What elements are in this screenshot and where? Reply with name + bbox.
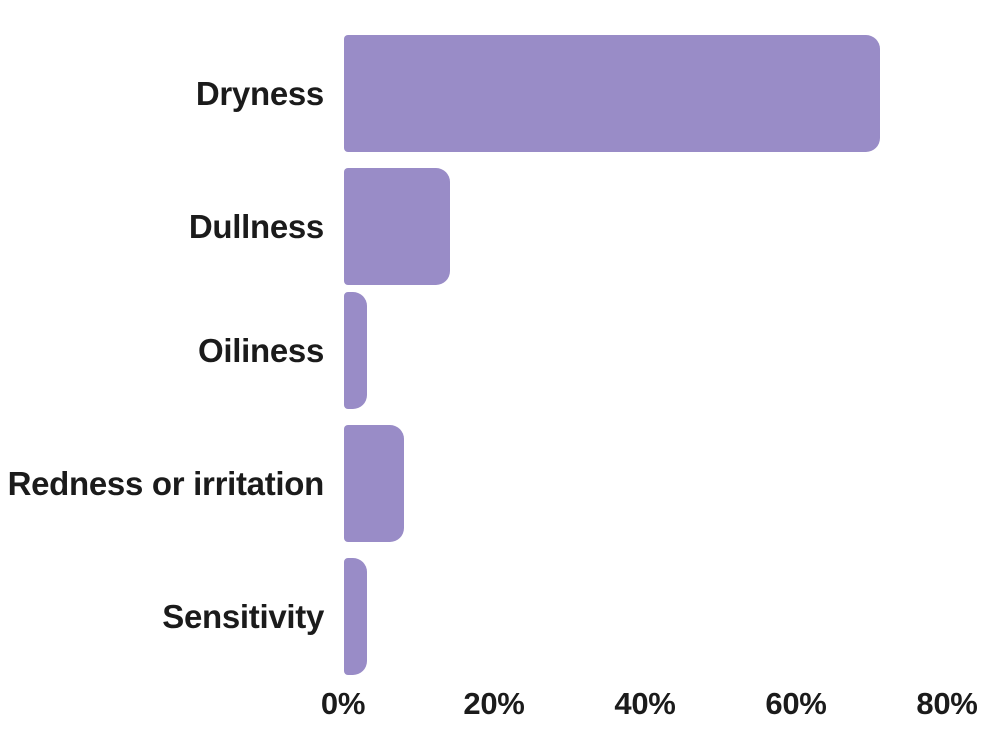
x-tick-label-80: 80% <box>916 686 978 721</box>
chart-row-sensitivity: Sensitivity <box>0 558 1000 675</box>
x-tick-label-40: 40% <box>614 686 676 721</box>
category-label-sensitivity: Sensitivity <box>162 597 324 635</box>
category-label-oiliness: Oiliness <box>198 331 324 369</box>
x-tick-label-0: 0% <box>320 686 366 721</box>
x-tick-label-20: 20% <box>463 686 525 721</box>
category-label-redness-or-irritation: Redness or irritation <box>7 464 325 502</box>
chart-row-dullness: Dullness <box>0 168 1000 285</box>
bar-sensitivity <box>344 558 367 675</box>
x-tick-label-60: 60% <box>765 686 827 721</box>
bar-dryness <box>344 35 880 152</box>
bar-oiliness <box>344 292 367 409</box>
bar-dullness <box>344 168 450 285</box>
chart-row-oiliness: Oiliness <box>0 292 1000 409</box>
category-label-dullness: Dullness <box>188 207 324 245</box>
chart-row-dryness: Dryness <box>0 35 1000 152</box>
chart-row-redness-or-irritation: Redness or irritation <box>0 425 1000 542</box>
category-label-dryness: Dryness <box>195 74 324 112</box>
bar-redness-or-irritation <box>344 425 404 542</box>
